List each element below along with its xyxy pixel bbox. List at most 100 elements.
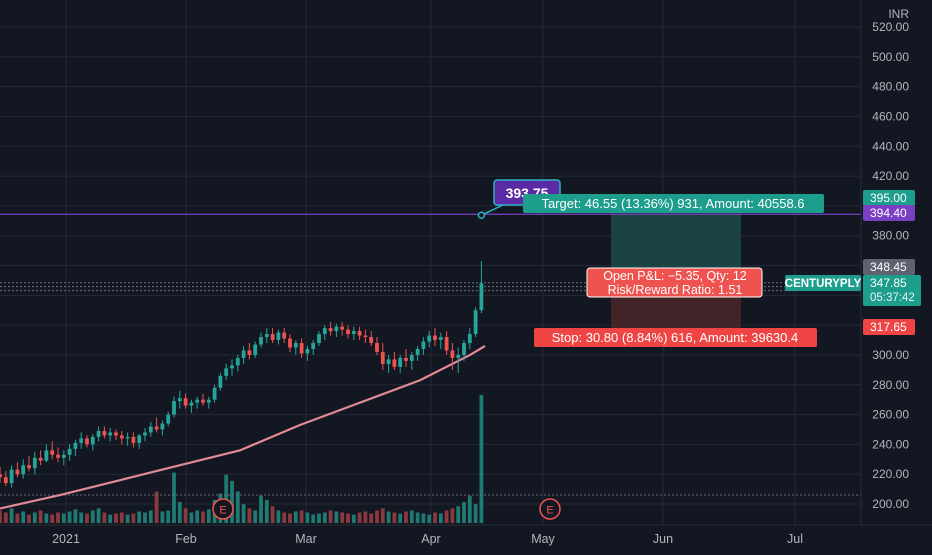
candle[interactable]: [247, 343, 252, 360]
candle[interactable]: [253, 341, 258, 358]
candle[interactable]: [114, 429, 118, 440]
candle[interactable]: [143, 427, 147, 442]
candle[interactable]: [241, 345, 246, 364]
candle[interactable]: [50, 441, 55, 460]
candle[interactable]: [276, 329, 281, 345]
stop-label[interactable]: Stop: 30.80 (8.84%) 616, Amount: 39630.4: [534, 328, 817, 347]
candle[interactable]: [195, 396, 200, 409]
candle[interactable]: [44, 444, 49, 463]
candle[interactable]: [293, 340, 298, 355]
candle[interactable]: [322, 325, 327, 341]
candle[interactable]: [346, 325, 350, 339]
candle[interactable]: [317, 331, 321, 346]
candlesticks: [0, 261, 484, 488]
candle[interactable]: [27, 456, 31, 472]
candle-body: [90, 436, 95, 445]
candle[interactable]: [212, 384, 217, 403]
candle[interactable]: [218, 372, 223, 391]
candle[interactable]: [9, 465, 14, 488]
candle[interactable]: [166, 411, 171, 427]
candle[interactable]: [235, 354, 240, 372]
candle[interactable]: [32, 451, 37, 475]
candle[interactable]: [189, 399, 194, 414]
candle[interactable]: [299, 338, 304, 358]
volume-bar: [56, 512, 60, 523]
candle[interactable]: [311, 340, 316, 355]
candle[interactable]: [79, 432, 84, 449]
candle[interactable]: [392, 351, 397, 370]
candle[interactable]: [177, 390, 182, 409]
candle[interactable]: [160, 420, 165, 436]
candle-body: [259, 337, 263, 345]
candle[interactable]: [67, 444, 72, 461]
time-axis[interactable]: 2021 Feb Mar Apr May Jun Jul: [0, 524, 932, 546]
candle[interactable]: [131, 432, 136, 448]
volume-bar: [148, 510, 153, 523]
candle[interactable]: [108, 427, 113, 442]
candle[interactable]: [154, 417, 159, 433]
candle[interactable]: [467, 328, 472, 349]
volume-bar: [195, 510, 200, 523]
candle[interactable]: [288, 334, 292, 352]
candle[interactable]: [473, 307, 478, 338]
candle[interactable]: [409, 351, 414, 370]
candle[interactable]: [148, 422, 153, 437]
candle[interactable]: [224, 363, 229, 381]
candle[interactable]: [206, 396, 211, 409]
candle[interactable]: [102, 426, 107, 439]
candle[interactable]: [85, 435, 89, 448]
candle[interactable]: [96, 426, 101, 442]
candle[interactable]: [73, 439, 78, 457]
candle[interactable]: [438, 332, 443, 349]
candle[interactable]: [172, 396, 176, 418]
candle[interactable]: [427, 331, 432, 348]
candle[interactable]: [259, 332, 263, 348]
candle[interactable]: [380, 343, 385, 370]
candle[interactable]: [351, 326, 356, 341]
candle[interactable]: [421, 337, 426, 355]
candle[interactable]: [0, 466, 2, 484]
candle[interactable]: [433, 328, 437, 346]
candle[interactable]: [363, 329, 368, 344]
candle[interactable]: [264, 328, 269, 344]
candle[interactable]: [230, 359, 234, 376]
candle-body: [166, 414, 171, 424]
candle[interactable]: [479, 261, 484, 314]
candle[interactable]: [201, 393, 205, 406]
earnings-marker-1[interactable]: E: [212, 498, 234, 520]
candle[interactable]: [282, 328, 287, 344]
callout-anchor[interactable]: [477, 211, 486, 219]
candle[interactable]: [183, 393, 188, 409]
symbol-tag[interactable]: CENTURYPLY: [785, 275, 862, 291]
candle[interactable]: [38, 450, 43, 466]
candle[interactable]: [357, 326, 362, 341]
candle[interactable]: [90, 433, 95, 451]
earnings-marker-2[interactable]: E: [539, 498, 561, 520]
candle[interactable]: [375, 337, 379, 355]
open-pnl-label[interactable]: Open P&L: −5.35, Qty: 12 Risk/Reward Rat…: [586, 267, 763, 298]
candle[interactable]: [462, 340, 466, 361]
candle[interactable]: [305, 345, 310, 361]
candle[interactable]: [415, 345, 420, 361]
candle[interactable]: [386, 354, 391, 373]
candle[interactable]: [119, 430, 124, 445]
candle[interactable]: [444, 331, 449, 355]
candle[interactable]: [61, 450, 66, 466]
candle[interactable]: [3, 471, 8, 487]
candle[interactable]: [340, 322, 345, 336]
candle[interactable]: [456, 347, 461, 373]
candle[interactable]: [21, 459, 26, 479]
candle[interactable]: [56, 447, 60, 463]
candle[interactable]: [15, 462, 20, 478]
candle[interactable]: [270, 328, 275, 344]
candle[interactable]: [125, 432, 130, 446]
target-label[interactable]: Target: 46.55 (13.36%) 931, Amount: 4055…: [523, 194, 824, 213]
candle[interactable]: [328, 322, 333, 336]
candle[interactable]: [450, 343, 455, 370]
candle[interactable]: [369, 331, 374, 346]
candle[interactable]: [137, 433, 142, 449]
candle[interactable]: [404, 348, 408, 367]
candle[interactable]: [398, 354, 403, 373]
candle[interactable]: [334, 323, 339, 338]
